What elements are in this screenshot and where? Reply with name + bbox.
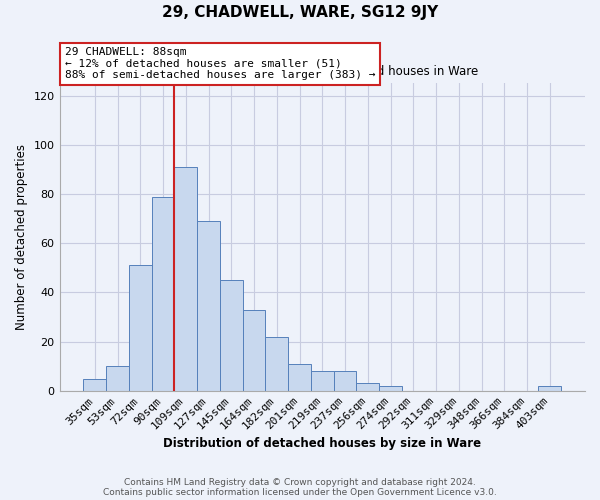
Text: Contains HM Land Registry data © Crown copyright and database right 2024.: Contains HM Land Registry data © Crown c… bbox=[124, 478, 476, 487]
Bar bbox=[106, 366, 129, 391]
Y-axis label: Number of detached properties: Number of detached properties bbox=[15, 144, 28, 330]
Bar bbox=[379, 386, 402, 391]
Bar bbox=[129, 266, 152, 391]
Bar bbox=[220, 280, 242, 391]
Text: 29, CHADWELL, WARE, SG12 9JY: 29, CHADWELL, WARE, SG12 9JY bbox=[162, 5, 438, 20]
Bar bbox=[356, 384, 379, 391]
Bar bbox=[83, 378, 106, 391]
X-axis label: Distribution of detached houses by size in Ware: Distribution of detached houses by size … bbox=[163, 437, 481, 450]
Title: Size of property relative to detached houses in Ware: Size of property relative to detached ho… bbox=[167, 65, 478, 78]
Bar bbox=[197, 221, 220, 391]
Text: Contains public sector information licensed under the Open Government Licence v3: Contains public sector information licen… bbox=[103, 488, 497, 497]
Bar bbox=[288, 364, 311, 391]
Bar bbox=[334, 371, 356, 391]
Bar bbox=[311, 371, 334, 391]
Text: 29 CHADWELL: 88sqm
← 12% of detached houses are smaller (51)
88% of semi-detache: 29 CHADWELL: 88sqm ← 12% of detached hou… bbox=[65, 47, 375, 80]
Bar bbox=[242, 310, 265, 391]
Bar bbox=[175, 167, 197, 391]
Bar bbox=[538, 386, 561, 391]
Bar bbox=[152, 196, 175, 391]
Bar bbox=[265, 336, 288, 391]
